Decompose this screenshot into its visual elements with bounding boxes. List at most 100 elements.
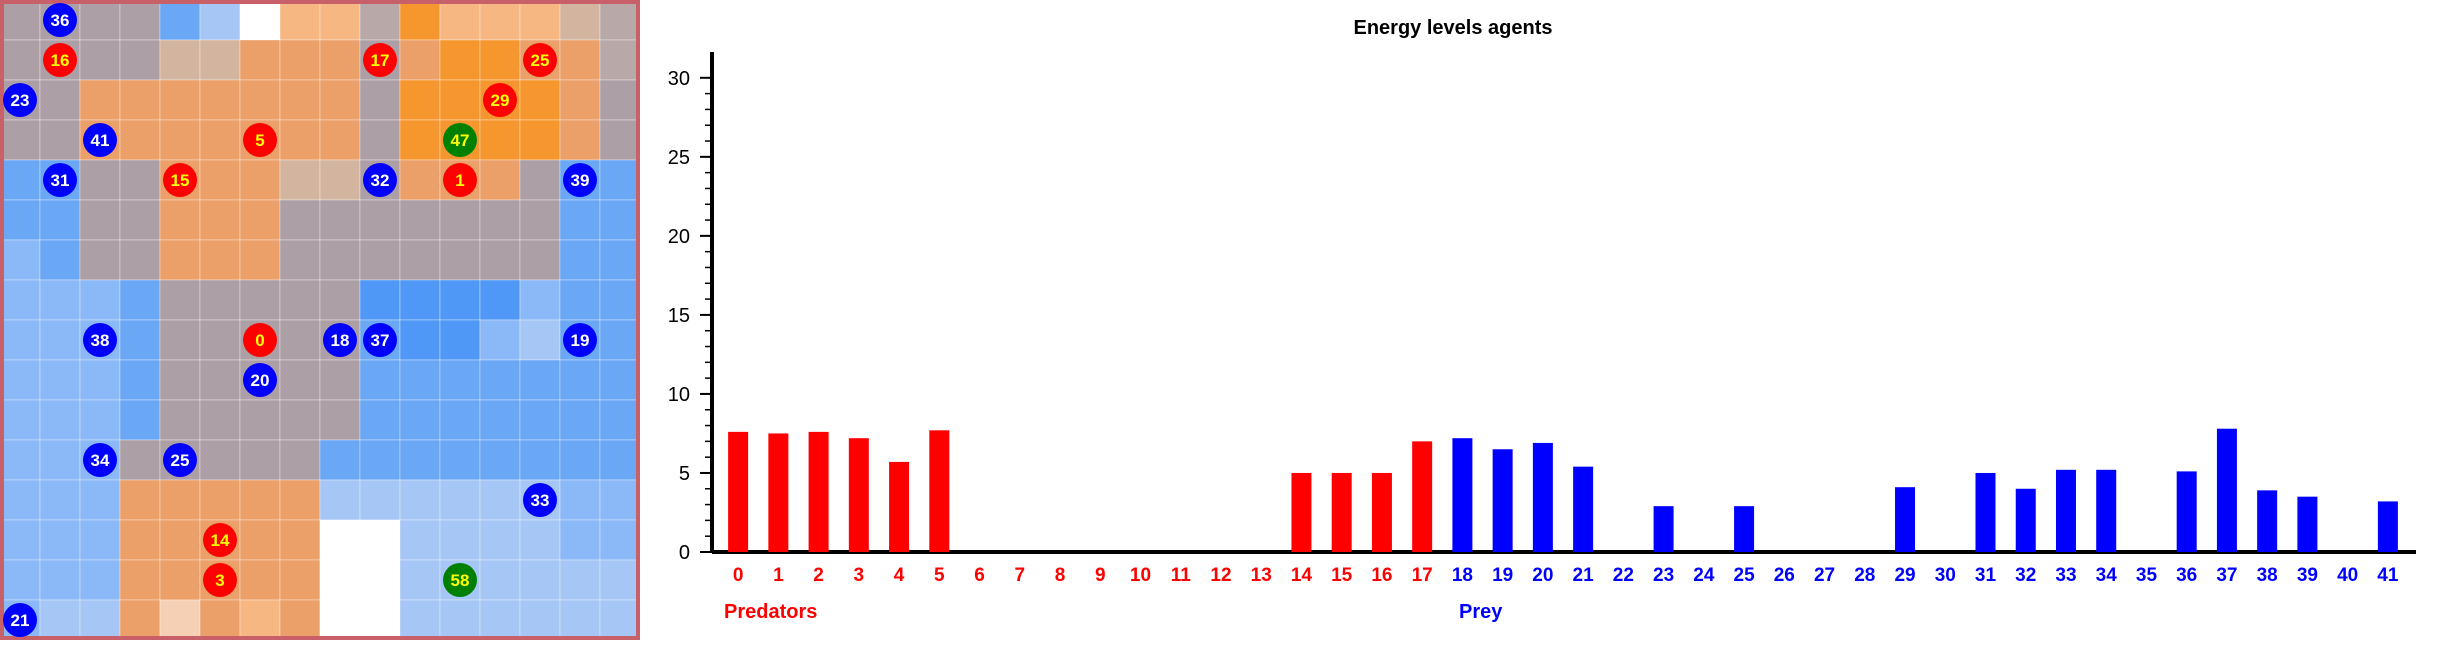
prey-bar-32 — [2015, 488, 2036, 552]
grid-cell — [599, 479, 640, 521]
grid-cell — [199, 159, 241, 201]
grid-cell — [479, 599, 521, 640]
x-tick-label: 34 — [2096, 565, 2118, 586]
agent-id-label: 47 — [451, 131, 470, 150]
x-tick-label: 24 — [1693, 565, 1715, 586]
prey-bar-29 — [1895, 487, 1916, 552]
prey-agent — [43, 163, 77, 197]
grid-cell — [39, 479, 81, 521]
x-tick-label: 33 — [2055, 565, 2076, 586]
grid-cell — [199, 39, 241, 81]
grid-cell — [279, 599, 321, 640]
special-agent — [443, 563, 477, 597]
grid-cell — [359, 359, 401, 401]
grid-cell — [519, 79, 561, 121]
grid-cell — [79, 559, 121, 601]
agent-id-label: 23 — [11, 91, 30, 110]
predator-bar-1 — [768, 433, 789, 552]
grid-cell — [119, 399, 161, 441]
grid-cell — [0, 239, 41, 281]
prey-agent — [3, 603, 37, 637]
grid-cell — [199, 79, 241, 121]
y-tick-label: 15 — [668, 305, 690, 327]
prey-bar-23 — [1653, 506, 1674, 552]
prey-agent — [363, 323, 397, 357]
prey-agent — [323, 323, 357, 357]
grid-cell — [79, 199, 121, 241]
agent-id-label: 18 — [331, 331, 350, 350]
prey-agent — [43, 3, 77, 37]
grid-cell — [359, 519, 401, 561]
agent-id-label: 32 — [371, 171, 390, 190]
grid-cell — [359, 439, 401, 481]
predator-agent — [443, 163, 477, 197]
prey-agent — [563, 323, 597, 357]
grid-cell — [199, 399, 241, 441]
grid-cell — [559, 519, 601, 561]
x-tick-label: 28 — [1854, 565, 1875, 586]
grid-cell — [279, 399, 321, 441]
grid-cell — [359, 479, 401, 521]
grid-cell — [479, 199, 521, 241]
grid-cell — [559, 479, 601, 521]
grid-cell — [359, 119, 401, 161]
grid-cell — [439, 39, 481, 81]
y-tick-label: 30 — [668, 68, 690, 90]
grid-cell — [559, 439, 601, 481]
grid-cell — [519, 119, 561, 161]
grid-cell — [239, 559, 281, 601]
grid-cell — [239, 79, 281, 121]
grid-cell — [519, 439, 561, 481]
grid-cell — [599, 239, 640, 281]
prey-bar-19 — [1492, 449, 1513, 552]
grid-cell — [39, 199, 81, 241]
grid-cell — [239, 439, 281, 481]
grid-cell — [519, 319, 561, 361]
predator-agent — [203, 523, 237, 557]
grid-cell — [599, 279, 640, 321]
grid-cell — [479, 119, 521, 161]
grid-cell — [519, 599, 561, 640]
grid-cell — [599, 199, 640, 241]
grid-cell — [439, 599, 481, 640]
grid-cell — [39, 239, 81, 281]
prey-agent — [243, 363, 277, 397]
grid-cell — [159, 0, 201, 41]
grid-cell — [559, 239, 601, 281]
environment-grid: 36 16 17 25 23 29 41 5 47 31 15 32 1 39 38 0 18 37 19 20 34 2… — [0, 0, 640, 640]
grid-cell — [0, 0, 41, 41]
x-tick-label: 35 — [2136, 565, 2158, 586]
grid-cell — [119, 279, 161, 321]
grid-cell — [279, 479, 321, 521]
grid-cell — [279, 199, 321, 241]
grid-cell — [319, 359, 361, 401]
grid-cell — [559, 39, 601, 81]
grid-cell — [439, 79, 481, 121]
grid-cell — [39, 279, 81, 321]
grid-cell — [119, 199, 161, 241]
x-tick-label: 37 — [2216, 565, 2237, 586]
grid-cell — [479, 559, 521, 601]
grid-cell — [159, 279, 201, 321]
grid-cell — [439, 199, 481, 241]
prey-bar-20 — [1532, 442, 1553, 552]
predator-agent — [43, 43, 77, 77]
grid-cell — [239, 519, 281, 561]
legend-predators: Predators — [724, 601, 817, 623]
x-tick-label: 25 — [1734, 565, 1756, 586]
grid-cell — [79, 39, 121, 81]
grid-cell — [479, 39, 521, 81]
grid-cell — [559, 119, 601, 161]
grid-cell — [519, 279, 561, 321]
grid-cell — [39, 519, 81, 561]
grid-cell — [159, 239, 201, 281]
grid-cell — [39, 399, 81, 441]
grid-cell — [279, 279, 321, 321]
predator-agent — [163, 163, 197, 197]
grid-cell — [599, 559, 640, 601]
agent-id-label: 25 — [171, 451, 190, 470]
agent-id-label: 20 — [251, 371, 270, 390]
predator-bar-3 — [848, 438, 869, 552]
x-tick-label: 5 — [934, 565, 945, 586]
grid-cell — [399, 79, 441, 121]
